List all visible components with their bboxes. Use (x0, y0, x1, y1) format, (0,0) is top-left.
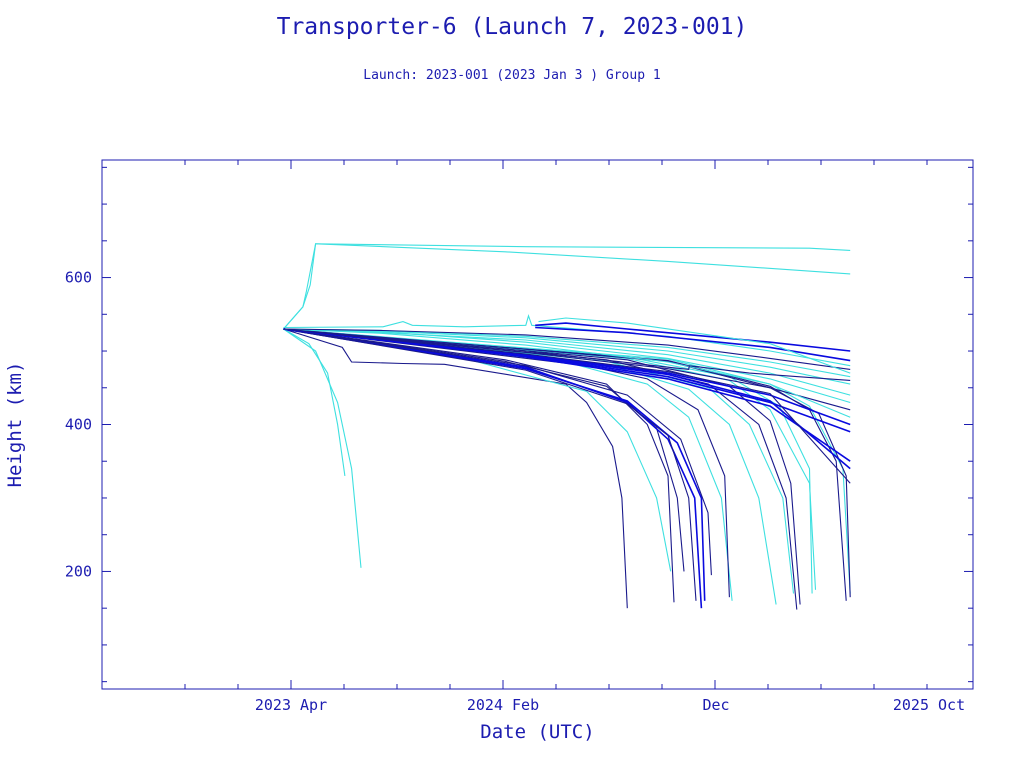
series-line-34 (283, 328, 851, 418)
y-tick-label: 200 (65, 562, 92, 580)
series-line-31 (283, 328, 851, 385)
series-line-5 (283, 328, 628, 609)
chart-subtitle: Launch: 2023-001 (2023 Jan 3 ) Group 1 (363, 68, 661, 83)
x-tick-label: 2023 Apr (255, 696, 327, 714)
series-line-28 (283, 328, 851, 484)
series-line-35 (283, 313, 851, 367)
series-line-37 (535, 322, 851, 352)
series-line-19 (283, 328, 817, 590)
series-line-33 (283, 328, 851, 404)
plot-frame (101, 159, 974, 690)
series-line-4 (283, 328, 362, 568)
series-line-21 (283, 328, 847, 601)
series-line-20 (283, 328, 813, 594)
y-tick-label: 600 (65, 269, 92, 287)
series-line-14 (283, 328, 730, 598)
x-axis-label: Date (UTC) (480, 721, 594, 743)
series-line-1 (283, 243, 851, 330)
y-tick-label: 400 (65, 416, 92, 434)
x-tick-label: 2025 Oct (893, 696, 965, 714)
series-line-2 (283, 243, 851, 330)
x-tick-label: 2024 Feb (467, 696, 539, 714)
series-line-36 (283, 328, 851, 370)
y-axis-label: Height (km) (4, 362, 26, 488)
series-line-22 (283, 328, 851, 594)
series-line-40 (283, 328, 851, 381)
series-line-18 (283, 328, 801, 605)
series-line-9 (283, 328, 703, 609)
series-line-39 (538, 317, 851, 374)
series-line-23 (283, 328, 851, 598)
series-line-12 (283, 328, 712, 576)
series-line-38 (535, 326, 851, 362)
x-tick-label: Dec (702, 696, 729, 714)
series-line-10 (283, 328, 706, 601)
series-line-3 (283, 328, 346, 476)
series-line-11 (283, 328, 697, 601)
chart-title: Transporter-6 (Launch 7, 2023-001) (276, 14, 748, 40)
series-line-17 (283, 328, 798, 610)
series-line-30 (283, 328, 851, 396)
